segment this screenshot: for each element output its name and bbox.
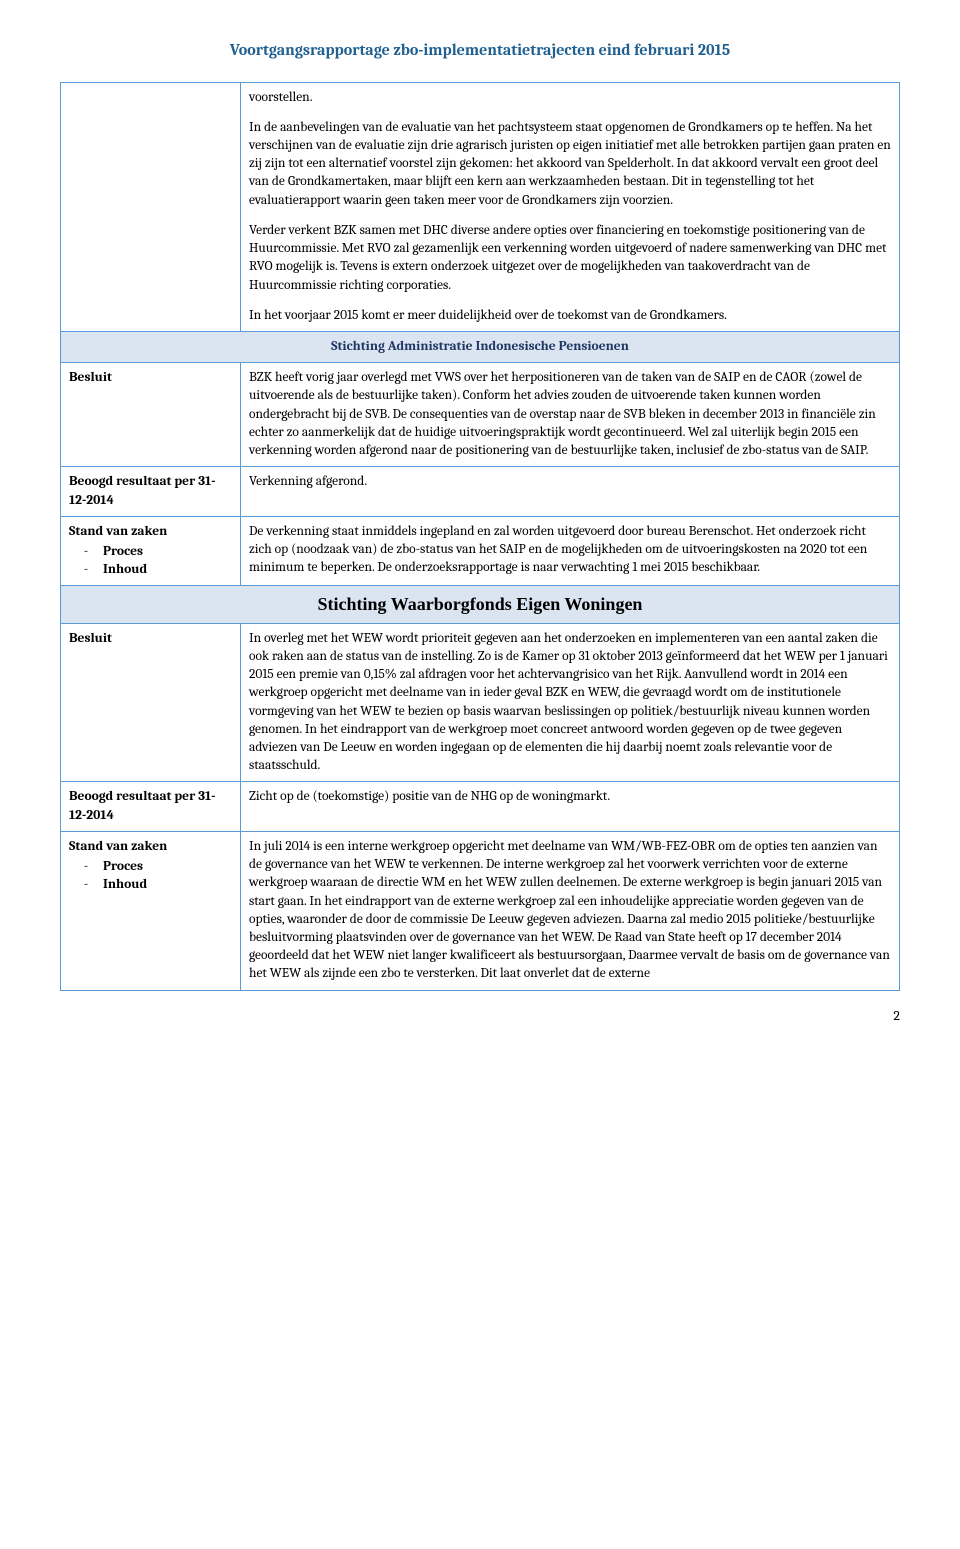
table-row: Stand van zaken - Proces - Inhoud In jul… (61, 831, 900, 990)
content-cell: Zicht op de (toekomstige) positie van de… (241, 782, 900, 831)
label-stand: Stand van zaken - Proces - Inhoud (61, 831, 241, 990)
section-header-row: Stichting Waarborgfonds Eigen Woningen (61, 586, 900, 623)
paragraph: BZK heeft vorig jaar overlegd met VWS ov… (249, 369, 891, 460)
paragraph: Verkenning afgerond. (249, 473, 891, 491)
paragraph: De verkenning staat inmiddels ingepland … (249, 523, 891, 578)
sublist-proces: Proces (103, 858, 143, 876)
table-row: voorstellen. In de aanbevelingen van de … (61, 82, 900, 331)
content-cell: In overleg met het WEW wordt prioriteit … (241, 623, 900, 782)
table-row: Beoogd resultaat per 31-12-2014 Verkenni… (61, 467, 900, 516)
dash-icon: - (69, 543, 103, 561)
page-number: 2 (60, 1007, 900, 1026)
label-stand: Stand van zaken - Proces - Inhoud (61, 516, 241, 586)
dash-icon: - (69, 876, 103, 894)
content-cell: De verkenning staat inmiddels ingepland … (241, 516, 900, 586)
paragraph: In juli 2014 is een interne werkgroep op… (249, 838, 891, 984)
paragraph: In de aanbevelingen van de evaluatie van… (249, 119, 891, 210)
content-cell: Verkenning afgerond. (241, 467, 900, 516)
dash-icon: - (69, 858, 103, 876)
section-header: Stichting Administratie Indonesische Pen… (61, 332, 900, 363)
paragraph: In het voorjaar 2015 komt er meer duidel… (249, 307, 891, 325)
label-besluit: Besluit (61, 363, 241, 467)
paragraph: Verder verkent BZK samen met DHC diverse… (249, 222, 891, 295)
sublist-inhoud: Inhoud (103, 876, 147, 894)
paragraph: voorstellen. (249, 89, 891, 107)
content-cell: In juli 2014 is een interne werkgroep op… (241, 831, 900, 990)
paragraph: Zicht op de (toekomstige) positie van de… (249, 788, 891, 806)
section-header-row: Stichting Administratie Indonesische Pen… (61, 332, 900, 363)
label-beoogd: Beoogd resultaat per 31-12-2014 (61, 782, 241, 831)
page-title: Voortgangsrapportage zbo-implementatietr… (60, 40, 900, 62)
table-row: Besluit In overleg met het WEW wordt pri… (61, 623, 900, 782)
label-besluit: Besluit (61, 623, 241, 782)
content-cell: voorstellen. In de aanbevelingen van de … (241, 82, 900, 331)
table-row: Beoogd resultaat per 31-12-2014 Zicht op… (61, 782, 900, 831)
sublist-inhoud: Inhoud (103, 561, 147, 579)
paragraph: In overleg met het WEW wordt prioriteit … (249, 630, 891, 776)
stand-sublist: - Proces - Inhoud (69, 543, 232, 579)
dash-icon: - (69, 561, 103, 579)
stand-sublist: - Proces - Inhoud (69, 858, 232, 894)
report-table: voorstellen. In de aanbevelingen van de … (60, 82, 900, 991)
table-row: Besluit BZK heeft vorig jaar overlegd me… (61, 363, 900, 467)
empty-label-cell (61, 82, 241, 331)
stand-label-text: Stand van zaken (69, 524, 167, 539)
label-beoogd: Beoogd resultaat per 31-12-2014 (61, 467, 241, 516)
table-row: Stand van zaken - Proces - Inhoud De ver… (61, 516, 900, 586)
sublist-proces: Proces (103, 543, 143, 561)
stand-label-text: Stand van zaken (69, 839, 167, 854)
content-cell: BZK heeft vorig jaar overlegd met VWS ov… (241, 363, 900, 467)
section-header: Stichting Waarborgfonds Eigen Woningen (61, 586, 900, 623)
